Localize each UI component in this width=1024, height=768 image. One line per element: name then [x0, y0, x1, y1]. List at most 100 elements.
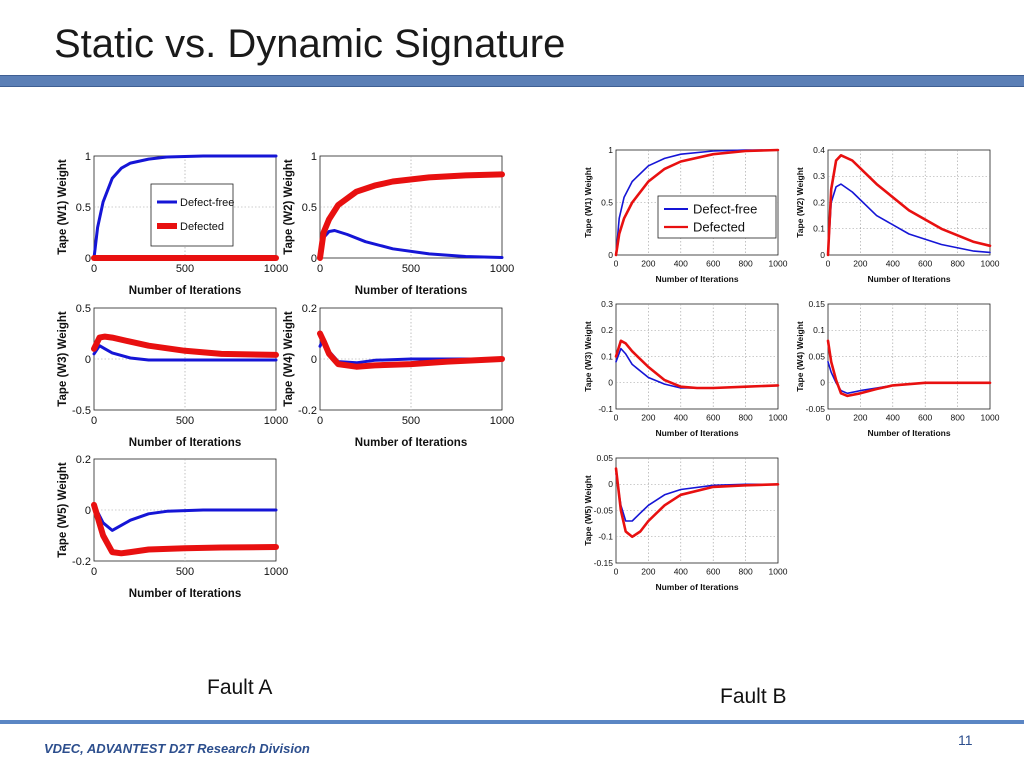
y-tick-label: -0.15 — [594, 558, 614, 568]
x-tick-label: 200 — [641, 259, 655, 269]
x-tick-label: 500 — [402, 415, 420, 427]
y-tick-label: 0.2 — [302, 303, 317, 315]
series-defected-line — [826, 154, 992, 257]
x-axis-label: Number of Iterations — [655, 428, 738, 438]
y-tick-label: 0.1 — [601, 351, 613, 361]
x-tick-label: 0 — [317, 263, 323, 275]
fault-a-label: Fault A — [207, 676, 273, 699]
x-tick-label: 400 — [886, 259, 900, 269]
y-tick-label: 0 — [311, 354, 317, 366]
y-tick-label: -0.05 — [594, 505, 614, 515]
series-defect-free-line — [615, 149, 779, 256]
legend-box — [657, 195, 777, 239]
fault-b-label: Fault B — [720, 685, 787, 708]
chart-fault-b-w4: 0 200 400 600 800 1000-0.0500.050.10.15Number… — [795, 299, 1000, 438]
x-tick-label: 0 — [91, 415, 97, 427]
footer-divider — [0, 720, 1024, 724]
x-tick-label: 1000 — [981, 413, 1000, 423]
series-defected-line — [91, 333, 279, 358]
x-tick-label: 500 — [176, 415, 194, 427]
x-tick-label: 1000 — [769, 259, 788, 269]
legend-label: Defected — [180, 221, 224, 233]
legend-label: Defected — [693, 220, 745, 235]
y-tick-label: 0.5 — [76, 202, 91, 214]
y-tick-label: 0.05 — [808, 351, 825, 361]
series-defected-line — [614, 148, 780, 257]
x-tick-label: 400 — [674, 413, 688, 423]
y-tick-label: 0 — [311, 253, 317, 265]
x-tick-label: 1000 — [264, 415, 288, 427]
legend-box — [150, 183, 234, 247]
x-tick-label: 0 — [317, 415, 323, 427]
y-axis-label: Tape (W4) Weight — [283, 311, 295, 407]
x-tick-label: 500 — [176, 263, 194, 275]
legend-label: Defect-free — [180, 197, 234, 209]
x-tick-label: 0 — [91, 566, 97, 578]
x-tick-label: 400 — [886, 413, 900, 423]
x-tick-label: 0 — [614, 259, 619, 269]
legend-label: Defect-free — [693, 202, 757, 217]
y-tick-label: 1 — [311, 151, 317, 163]
x-axis-label: Number of Iterations — [355, 285, 467, 297]
chart-fault-a-w1: 0 500 1000 0 0.5 1 Number of Iterations Tape (W… — [57, 151, 288, 297]
x-tick-label: 600 — [918, 413, 932, 423]
x-tick-label: 1000 — [490, 263, 514, 275]
chart-fault-b-w2: 0 200 400 600 800 1000 0 0.1 0.2 0.3 0.4 Number of … — [795, 145, 1000, 284]
footer-text: VDEC, ADVANTEST D2T Research Division — [44, 741, 310, 756]
y-tick-label: 1 — [85, 151, 91, 163]
x-tick-label: 0 — [614, 413, 619, 423]
y-tick-label: 0.4 — [813, 145, 825, 155]
y-tick-label: 0 — [85, 354, 91, 366]
y-axis-label: Tape (W1) Weight — [583, 167, 593, 238]
y-tick-label: 0.05 — [596, 453, 613, 463]
y-tick-label: 0 — [608, 250, 613, 260]
y-tick-label: 0.3 — [813, 171, 825, 181]
series-defected-line — [826, 339, 992, 398]
y-axis-label: Tape (W3) Weight — [57, 311, 69, 407]
y-axis-label: Tape (W5) Weight — [583, 475, 593, 546]
x-tick-label: 0 — [91, 263, 97, 275]
x-tick-label: 1000 — [981, 259, 1000, 269]
series-defected-line — [317, 330, 505, 370]
x-tick-label: 800 — [951, 259, 965, 269]
y-tick-label: 0.2 — [813, 197, 825, 207]
series-defect-free-line — [827, 183, 991, 256]
y-tick-label: 0.5 — [302, 202, 317, 214]
x-tick-label: 800 — [739, 413, 753, 423]
y-tick-label: -0.2 — [72, 556, 91, 568]
series-defected-line — [317, 171, 505, 261]
chart-fault-b-w5: 0 200 400 600 800 1000 -0.15 -0.1 -0.05 0 0.05 Numb… — [583, 453, 788, 592]
x-tick-label: 400 — [674, 567, 688, 577]
x-tick-label: 200 — [853, 259, 867, 269]
y-tick-label: 0 — [820, 250, 825, 260]
x-tick-label: 800 — [739, 259, 753, 269]
y-tick-label: 0 — [85, 505, 91, 517]
series-defect-free-line — [318, 229, 504, 260]
x-tick-label: 600 — [706, 259, 720, 269]
x-tick-label: 1000 — [769, 567, 788, 577]
y-axis-label: Tape (W5) Weight — [57, 462, 69, 558]
x-axis-label: Number of Iterations — [129, 588, 241, 600]
x-tick-label: 1000 — [490, 415, 514, 427]
x-tick-label: 600 — [706, 413, 720, 423]
series-defect-free-line — [92, 503, 278, 532]
y-tick-label: 0.15 — [808, 299, 825, 309]
x-tick-label: 500 — [402, 263, 420, 275]
y-tick-label: 0 — [608, 479, 613, 489]
y-tick-label: 0 — [608, 378, 613, 388]
y-tick-label: 0.2 — [76, 454, 91, 466]
y-tick-label: -0.2 — [298, 405, 317, 417]
x-tick-label: 600 — [706, 567, 720, 577]
chart-fault-b-w1: 0 200 400 600 800 1000 0 0.5 1 Number of Iteratio… — [583, 145, 788, 284]
y-tick-label: 0.1 — [813, 325, 825, 335]
x-tick-label: 1000 — [769, 413, 788, 423]
series-defect-free-line — [92, 154, 278, 260]
y-tick-label: 0.1 — [813, 224, 825, 234]
x-axis-label: Number of Iterations — [355, 437, 467, 449]
x-axis-label: Number of Iterations — [867, 274, 950, 284]
x-tick-label: 800 — [739, 567, 753, 577]
y-tick-label: 0.3 — [601, 299, 613, 309]
